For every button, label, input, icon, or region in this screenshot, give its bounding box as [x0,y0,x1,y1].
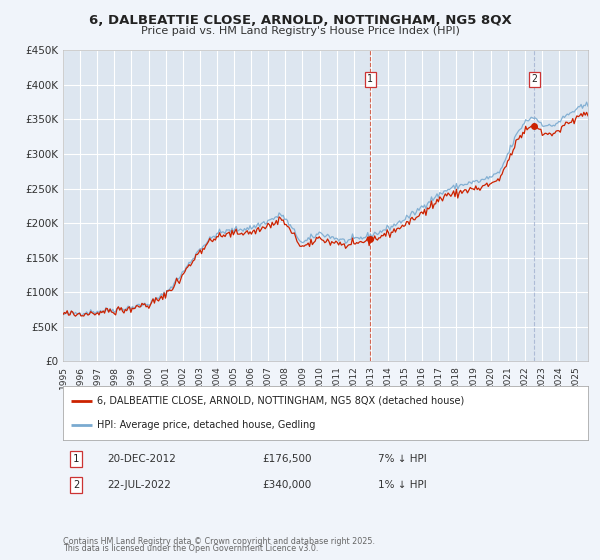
Text: 22-JUL-2022: 22-JUL-2022 [107,480,172,490]
Text: 1% ↓ HPI: 1% ↓ HPI [378,480,427,490]
Text: HPI: Average price, detached house, Gedling: HPI: Average price, detached house, Gedl… [97,420,316,430]
Text: 6, DALBEATTIE CLOSE, ARNOLD, NOTTINGHAM, NG5 8QX: 6, DALBEATTIE CLOSE, ARNOLD, NOTTINGHAM,… [89,14,511,27]
Text: 20-DEC-2012: 20-DEC-2012 [107,454,176,464]
Text: 1: 1 [367,74,373,85]
Text: Contains HM Land Registry data © Crown copyright and database right 2025.: Contains HM Land Registry data © Crown c… [63,537,375,546]
Text: 7% ↓ HPI: 7% ↓ HPI [378,454,427,464]
Text: Price paid vs. HM Land Registry's House Price Index (HPI): Price paid vs. HM Land Registry's House … [140,26,460,36]
Text: 1: 1 [73,454,79,464]
Text: This data is licensed under the Open Government Licence v3.0.: This data is licensed under the Open Gov… [63,544,319,553]
Text: £340,000: £340,000 [263,480,312,490]
Text: 2: 2 [73,480,79,490]
Text: 6, DALBEATTIE CLOSE, ARNOLD, NOTTINGHAM, NG5 8QX (detached house): 6, DALBEATTIE CLOSE, ARNOLD, NOTTINGHAM,… [97,396,464,406]
Text: £176,500: £176,500 [263,454,312,464]
Text: 2: 2 [531,74,537,85]
